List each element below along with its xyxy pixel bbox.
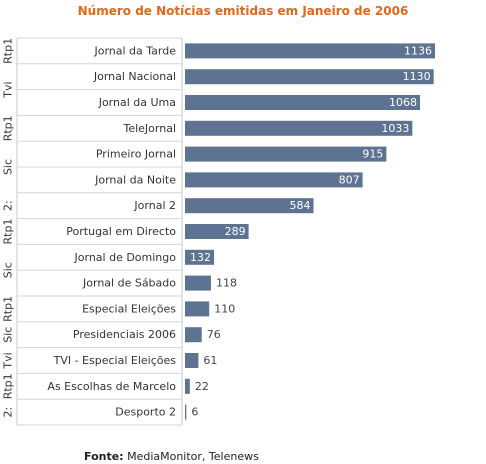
channel-label: Tvi xyxy=(2,352,15,369)
value-label: 289 xyxy=(225,225,246,238)
category-label: Jornal 2 xyxy=(133,199,176,212)
category-label: Jornal de Sábado xyxy=(82,277,176,290)
value-label: 76 xyxy=(207,328,221,341)
value-label: 132 xyxy=(190,251,211,264)
category-label: Jornal Nacional xyxy=(93,70,176,83)
category-label: Jornal de Domingo xyxy=(74,251,177,264)
source-text: MediaMonitor, Telenews xyxy=(127,450,259,463)
category-label: As Escolhas de Marcelo xyxy=(47,380,176,393)
channel-label: 2: xyxy=(2,407,15,418)
value-label: 1136 xyxy=(404,44,432,57)
category-label: Jornal da Uma xyxy=(98,96,176,109)
value-label: 6 xyxy=(191,406,198,419)
category-label: Desporto 2 xyxy=(115,406,176,419)
bar xyxy=(185,43,435,59)
channel-label: Rtp1 xyxy=(2,38,15,64)
category-label: TVI - Especial Eleições xyxy=(53,354,177,367)
value-label: 915 xyxy=(362,148,383,161)
category-label: Especial Eleições xyxy=(82,302,176,315)
bar xyxy=(185,301,210,317)
channel-label: 2: xyxy=(2,200,15,211)
value-label: 118 xyxy=(216,277,237,290)
bar xyxy=(185,275,211,291)
category-label: Portugal em Directo xyxy=(66,225,176,238)
category-label: TeleJornal xyxy=(122,122,176,135)
bar xyxy=(185,224,249,239)
value-label: 1033 xyxy=(381,122,409,135)
source-note: Fonte: MediaMonitor, Telenews xyxy=(84,450,259,463)
bar xyxy=(185,69,434,85)
bar xyxy=(185,378,190,394)
channel-label: Tvi xyxy=(2,81,15,98)
bar xyxy=(185,198,314,214)
channel-label: Rtp1 xyxy=(2,115,15,141)
channel-label: Sic xyxy=(2,262,15,278)
channel-label: Rtp1 xyxy=(2,373,15,399)
channel-label: Sic xyxy=(2,159,15,175)
category-label: Jornal da Noite xyxy=(94,173,176,186)
value-label: 110 xyxy=(214,302,235,315)
bar xyxy=(185,172,363,188)
value-label: 807 xyxy=(339,173,360,186)
channel-label: Rtp1 xyxy=(2,296,15,322)
value-label: 584 xyxy=(290,199,311,212)
category-label: Primeiro Jornal xyxy=(96,148,176,161)
bar xyxy=(185,120,413,136)
value-label: 22 xyxy=(195,380,209,393)
channel-label: Rtp1 xyxy=(2,219,15,245)
value-label: 61 xyxy=(203,354,217,367)
channel-label: Sic xyxy=(2,327,15,343)
value-label: 1068 xyxy=(389,96,417,109)
bar xyxy=(185,353,199,368)
bar xyxy=(185,327,202,343)
category-label: Jornal da Tarde xyxy=(93,44,176,57)
value-label: 1130 xyxy=(403,70,431,83)
category-label: Presidenciais 2006 xyxy=(73,328,176,341)
bar-chart: Rtp1 Tvi Rtp1 Sic 2: Rtp1 Sic Rtp1 Sic Tvi Rtp1 2: J… xyxy=(2,37,435,426)
chart-title: Número de Notícias emitidas em Janeiro d… xyxy=(77,4,409,18)
bar xyxy=(185,95,421,110)
bar xyxy=(185,146,387,162)
source-label: Fonte: xyxy=(84,450,124,463)
bar xyxy=(185,404,187,420)
bar xyxy=(185,249,215,265)
